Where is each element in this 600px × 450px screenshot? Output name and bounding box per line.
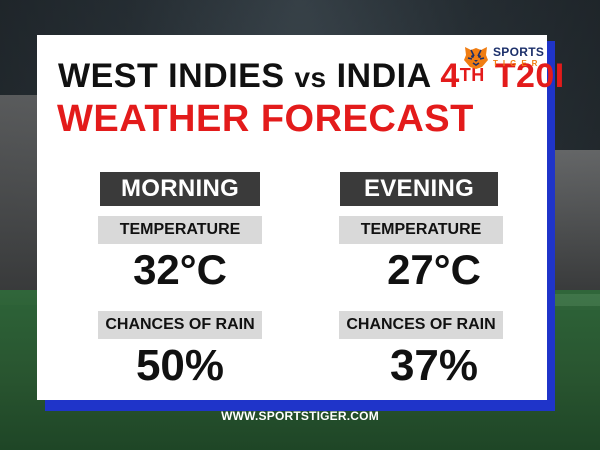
vs-text: vs (294, 62, 327, 93)
morning-rain-value: 50% (135, 341, 225, 390)
tiger-head-icon (464, 47, 488, 69)
morning-rain-label: CHANCES OF RAIN (98, 311, 262, 339)
website-url: WWW.SPORTSTIGER.COM (221, 409, 379, 423)
sportstiger-logo: SPORTS TIGER (462, 42, 544, 72)
weather-forecast-title: WEATHER FORECAST (57, 98, 474, 140)
morning-temperature-label: TEMPERATURE (98, 216, 262, 244)
evening-temperature-label: TEMPERATURE (339, 216, 503, 244)
team1-name: WEST INDIES (58, 57, 285, 95)
match-number: 4TH T20I (440, 57, 565, 95)
morning-header: MORNING (100, 172, 260, 206)
logo-text-tiger: TIGER (493, 59, 543, 68)
morning-temperature-value: 32°C (133, 246, 227, 293)
evening-rain-label: CHANCES OF RAIN (339, 311, 503, 339)
evening-rain-value: 37% (389, 341, 479, 390)
logo-text-sports: SPORTS (493, 45, 545, 59)
team2-name: INDIA (336, 57, 431, 95)
evening-header: EVENING (340, 172, 498, 206)
evening-temperature-value: 27°C (387, 246, 481, 293)
match-title: WEST INDIES vs INDIA 4TH T20I (58, 58, 565, 99)
